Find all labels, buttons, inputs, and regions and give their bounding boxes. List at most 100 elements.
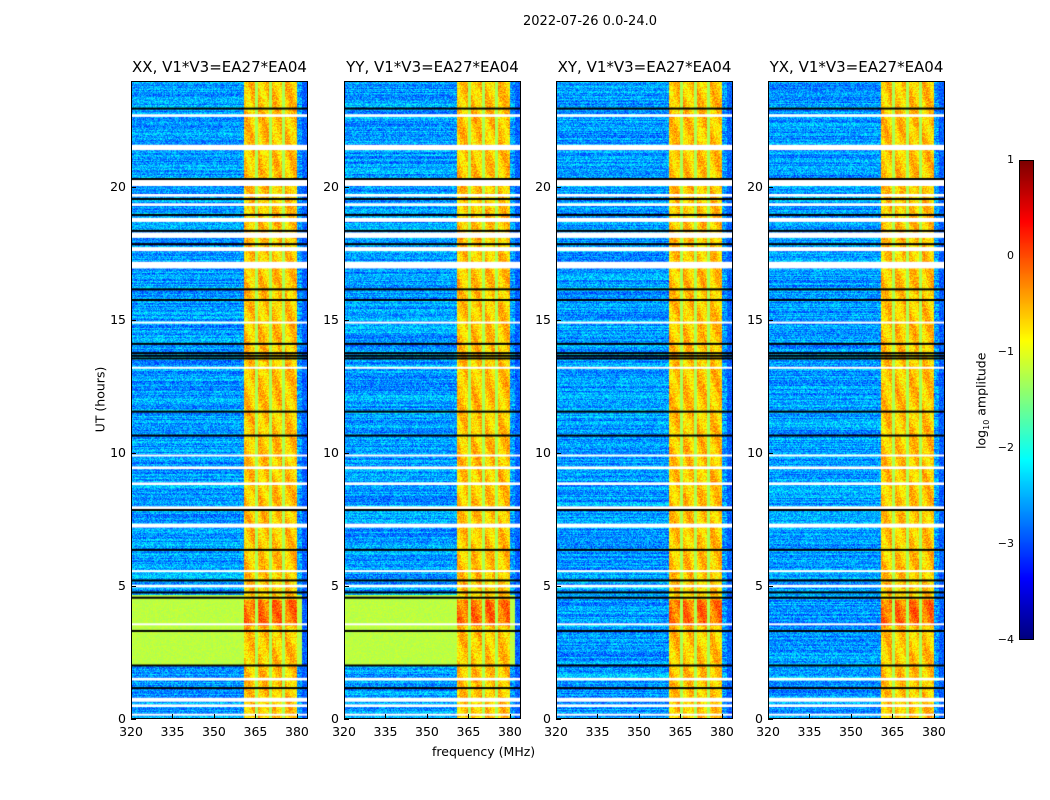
y-axis-label: UT (hours) (92, 366, 108, 433)
x-tick-label: 365 (243, 724, 268, 739)
y-tick-label: 15 (110, 312, 126, 328)
y-tick-label: 0 (755, 711, 763, 726)
colorbar-tick-label: 1 (1007, 153, 1014, 166)
x-tick-mark (597, 714, 599, 719)
x-tick-label: 320 (756, 724, 780, 739)
figure-title: 2022-07-26 0.0-24.0 (523, 14, 657, 29)
panel-yx: YX, V1*V3=EA27*EA04 0 5 10 15 20 320 335 350 365 3… (747, 58, 946, 739)
y-tick-label: 5 (543, 578, 551, 594)
colorbar-tick-label: 0 (1007, 249, 1014, 262)
panel-title: YY, V1*V3=EA27*EA04 (346, 58, 519, 76)
x-tick-label: 335 (797, 724, 822, 739)
y-tick-mark (768, 719, 773, 720)
x-tick-mark (426, 714, 428, 719)
panel-yy: YY, V1*V3=EA27*EA04 0 5 10 15 20 320 335 350 365 3… (323, 58, 522, 739)
y-tick-mark (344, 719, 349, 720)
y-tick-mark (556, 586, 561, 588)
y-tick-mark (556, 719, 561, 720)
x-tick-mark (131, 714, 132, 719)
x-tick-label: 350 (839, 724, 863, 739)
x-tick-mark (638, 714, 640, 719)
x-tick-mark (213, 714, 215, 719)
y-tick-label: 15 (747, 312, 763, 328)
y-tick-label: 10 (323, 445, 339, 461)
y-tick-mark (131, 453, 136, 455)
x-tick-label: 380 (285, 724, 309, 739)
y-tick-mark (556, 453, 561, 455)
y-tick-label: 20 (535, 179, 551, 195)
y-tick-label: 20 (323, 179, 339, 195)
y-tick-label: 15 (535, 312, 551, 328)
x-axis-label: frequency (MHz) (432, 744, 536, 759)
x-tick-mark (296, 714, 298, 719)
x-tick-mark (255, 714, 257, 719)
y-tick-mark (131, 320, 136, 322)
x-tick-label: 350 (627, 724, 651, 739)
heatmap-yx (768, 81, 945, 719)
x-tick-mark (344, 714, 345, 719)
x-tick-mark (172, 714, 174, 719)
panel-title: XY, V1*V3=EA27*EA04 (557, 58, 732, 76)
x-tick-mark (933, 714, 935, 719)
colorbar-tick-label: −3 (997, 537, 1014, 550)
y-tick-mark (768, 586, 773, 588)
y-tick-label: 0 (543, 711, 551, 726)
x-tick-label: 320 (544, 724, 568, 739)
y-tick-mark (344, 586, 349, 588)
x-tick-mark (680, 714, 682, 719)
x-tick-mark (892, 714, 894, 719)
x-tick-label: 335 (585, 724, 610, 739)
x-tick-mark (556, 714, 557, 719)
x-tick-label: 365 (668, 724, 693, 739)
y-tick-mark (768, 187, 773, 189)
y-tick-label: 20 (747, 179, 763, 195)
y-tick-label: 5 (755, 578, 763, 594)
colorbar-label: log10 amplitude (973, 352, 991, 449)
x-tick-label: 365 (456, 724, 481, 739)
y-tick-label: 10 (110, 445, 126, 461)
colorbar-tick-label: −1 (997, 345, 1014, 358)
panel-xx: XX, V1*V3=EA27*EA04 0 5 10 15 20 320 335 350 365 3… (110, 58, 309, 739)
y-tick-mark (131, 719, 136, 720)
y-tick-label: 20 (110, 179, 126, 195)
x-tick-label: 335 (373, 724, 398, 739)
x-tick-label: 380 (922, 724, 946, 739)
y-tick-mark (344, 187, 349, 189)
x-tick-label: 350 (415, 724, 439, 739)
y-tick-mark (131, 586, 136, 588)
y-tick-mark (556, 320, 561, 322)
x-tick-label: 380 (498, 724, 522, 739)
panel-xy: XY, V1*V3=EA27*EA04 0 5 10 15 20 320 335 350 365 3… (535, 58, 734, 739)
x-tick-label: 380 (710, 724, 734, 739)
x-tick-label: 320 (332, 724, 356, 739)
y-tick-label: 5 (118, 578, 126, 594)
heatmap-xx (131, 81, 308, 719)
y-tick-mark (131, 187, 136, 189)
x-tick-mark (509, 714, 511, 719)
y-tick-mark (344, 320, 349, 322)
y-tick-label: 5 (331, 578, 339, 594)
x-tick-label: 350 (202, 724, 226, 739)
y-tick-mark (768, 453, 773, 455)
y-tick-mark (556, 187, 561, 189)
x-tick-mark (850, 714, 852, 719)
colorbar (1019, 160, 1034, 640)
x-tick-mark (721, 714, 723, 719)
x-tick-label: 365 (880, 724, 905, 739)
colorbar-tick-label: −4 (997, 633, 1014, 646)
y-tick-mark (768, 320, 773, 322)
panel-title: XX, V1*V3=EA27*EA04 (132, 58, 307, 76)
heatmap-yy (344, 81, 521, 719)
x-tick-mark (385, 714, 387, 719)
x-tick-label: 320 (119, 724, 143, 739)
y-tick-mark (344, 453, 349, 455)
panel-title: YX, V1*V3=EA27*EA04 (769, 58, 944, 76)
heatmap-xy (556, 81, 733, 719)
x-tick-mark (768, 714, 769, 719)
y-tick-label: 0 (331, 711, 339, 726)
x-tick-mark (468, 714, 470, 719)
x-tick-mark (809, 714, 811, 719)
colorbar-tick-label: −2 (997, 441, 1014, 454)
y-tick-label: 10 (535, 445, 551, 461)
